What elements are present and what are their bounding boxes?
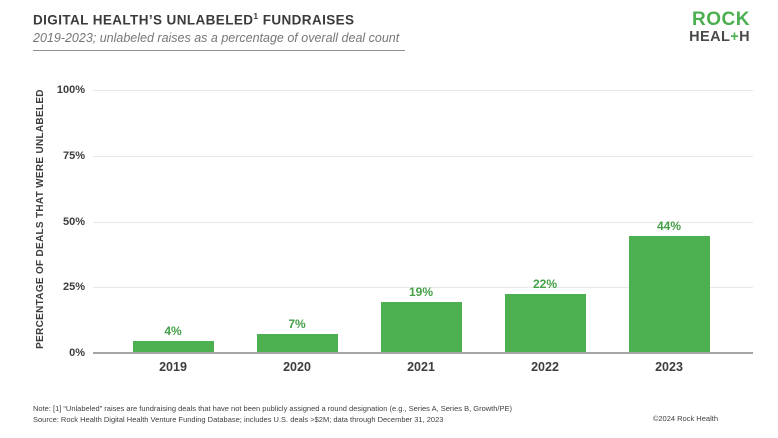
page-title: DIGITAL HEALTH’S UNLABELED1 FUNDRAISES [33, 11, 354, 28]
bar-value-label: 7% [288, 316, 306, 331]
bar-value-label: 4% [164, 324, 182, 339]
bar-2019 [132, 341, 214, 352]
gridline [93, 221, 753, 223]
x-tick-label: 2019 [159, 360, 187, 374]
bar-value-label: 19% [408, 285, 434, 300]
bar-value-label: 44% [656, 219, 682, 234]
bar-2020 [256, 333, 338, 352]
page-title-main: DIGITAL HEALTH’S UNLABELED [33, 12, 254, 28]
bar-2021 [380, 302, 462, 352]
footnotes: Note: [1] “Unlabeled” raises are fundrai… [33, 403, 512, 425]
page-subtitle: 2019-2023; unlabeled raises as a percent… [33, 31, 406, 51]
rock-health-logo: ROCK HEAL+H [689, 10, 750, 45]
x-tick-label: 2021 [407, 360, 435, 374]
footnote-source: Source: Rock Health Digital Health Ventu… [33, 415, 444, 424]
logo-plus-icon: + [730, 29, 740, 45]
logo-rock-text: ROCK [692, 9, 750, 30]
footnote-note: Note: [1] “Unlabeled” raises are fundrai… [33, 404, 513, 413]
copyright-text: ©2024 Rock Health [652, 414, 718, 423]
y-tick-label: 50% [62, 215, 85, 228]
x-tick-label: 2023 [655, 360, 683, 374]
y-tick-label: 25% [62, 281, 85, 294]
y-tick-label: 0% [69, 347, 85, 359]
bar-2023 [628, 236, 710, 352]
x-tick-label: 2020 [283, 360, 311, 374]
page-title-rest: FUNDRAISES [258, 12, 355, 28]
logo-health-text: HEAL+H [689, 30, 750, 45]
x-axis-line [93, 352, 753, 354]
y-tick-label: 75% [62, 149, 85, 162]
logo-heal-text: HEAL [689, 29, 731, 45]
page-title-footnote-marker: 1 [253, 11, 259, 21]
gridline [93, 90, 753, 91]
bar-value-label: 22% [532, 277, 558, 292]
bar-2022 [504, 294, 586, 352]
gridline [93, 155, 753, 157]
logo-h-text: H [739, 29, 750, 45]
gridline [93, 287, 753, 289]
x-tick-label: 2022 [531, 360, 559, 374]
y-tick-label: 100% [56, 84, 85, 96]
